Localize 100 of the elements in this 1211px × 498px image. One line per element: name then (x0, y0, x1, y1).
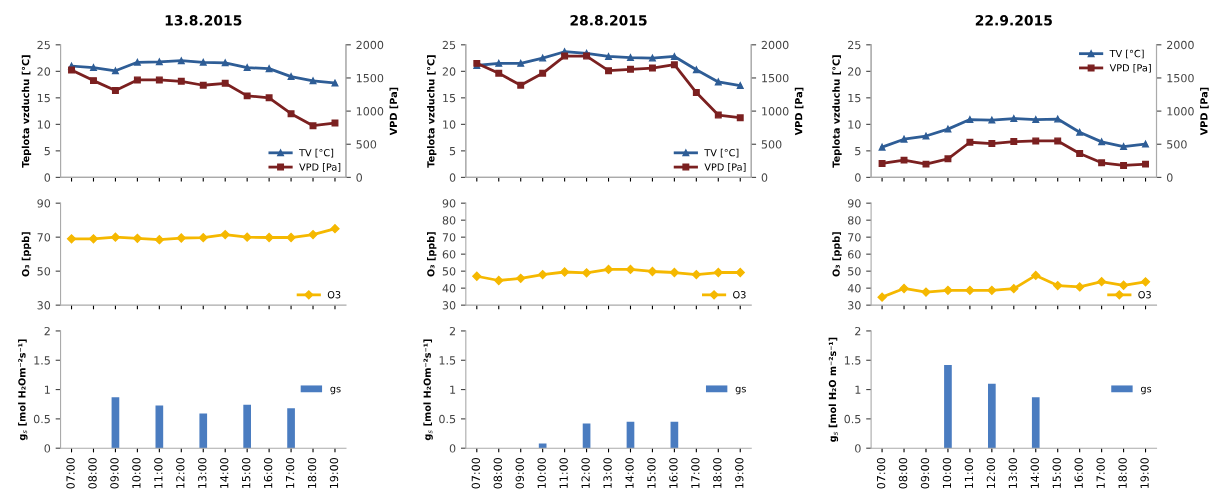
legend-label: VPD [Pa] (1109, 63, 1151, 73)
y-tick-label: 5 (44, 146, 50, 156)
x-tick-label: 19:00 (1140, 457, 1149, 489)
y-axis-title: O₃ [ppb] (427, 232, 437, 277)
y-tick-label: 20 (37, 67, 51, 76)
y-tick-label: 10 (37, 120, 51, 129)
y2-tick-label: 1500 (356, 73, 384, 83)
x-tick-label: 08:00 (898, 457, 908, 489)
x-tick-label: 16:00 (669, 457, 678, 489)
x-tick-label: 15:00 (1052, 457, 1061, 489)
y2-tick-label: 500 (356, 140, 377, 149)
y-tick-label: 15 (848, 93, 861, 103)
x-tick-label: 09:00 (920, 457, 930, 489)
y-tick-label: 20 (442, 67, 456, 76)
y2-tick-label: 0 (356, 173, 363, 182)
y-axis-title: O₃ [ppb] (832, 232, 842, 277)
y-tick-label: 0 (449, 173, 456, 182)
legend-label: TV [°C] (704, 148, 739, 158)
y-axis-title: O₃ [ppb] (21, 232, 32, 277)
y-tick-label: 60 (848, 250, 861, 259)
x-tick-label: 18:00 (713, 457, 722, 489)
x-tick-label: 14:00 (220, 457, 229, 489)
y2-tick-label: 500 (1167, 140, 1187, 149)
y2-tick-label: 1000 (1167, 107, 1194, 116)
x-tick-label: 11:00 (559, 457, 568, 489)
legend-label: TV [°C] (1109, 49, 1144, 59)
x-tick-label: 07:00 (471, 457, 481, 489)
chart-title: 13.8.2015 (165, 15, 242, 26)
y-tick-label: 1 (855, 385, 861, 394)
y2-tick-label: 1500 (762, 73, 789, 83)
chart-title: 28.8.2015 (570, 15, 647, 26)
y-tick-label: 20 (848, 67, 861, 76)
y-axis-title: Teplota vzduchu [°C] (427, 55, 437, 168)
y-tick-label: 0.5 (439, 414, 456, 424)
y-tick-label: 0.5 (33, 414, 50, 424)
y-tick-label: 30 (848, 301, 861, 310)
y-tick-label: 0 (855, 444, 861, 453)
chart-title: 22.9.2015 (975, 15, 1052, 26)
legend-label: TV [°C] (299, 148, 334, 158)
x-tick-label: 13:00 (198, 457, 207, 489)
legend-label: VPD [Pa] (704, 163, 746, 172)
y-tick-label: 60 (442, 250, 456, 259)
y-tick-label: 25 (848, 40, 861, 50)
y-tick-label: 70 (848, 233, 861, 242)
legend-label: VPD [Pa] (299, 163, 341, 172)
y-tick-label: 1.5 (844, 356, 861, 365)
x-tick-label: 07:00 (66, 457, 75, 489)
y-tick-label: 15 (443, 93, 456, 103)
y-tick-label: 1 (450, 385, 456, 394)
x-tick-label: 12:00 (986, 457, 996, 489)
legend-label: gs (330, 386, 341, 395)
x-tick-label: 15:00 (241, 457, 251, 489)
y-tick-label: 2 (449, 326, 455, 336)
y2-tick-label: 1500 (1167, 73, 1194, 83)
x-tick-label: 12:00 (581, 457, 590, 489)
x-tick-label: 18:00 (1118, 457, 1127, 489)
y-axis-title: Teplota vzduchu [°C] (832, 55, 842, 168)
y-tick-label: 0 (44, 444, 51, 453)
y-tick-label: 5 (449, 146, 456, 156)
y-axis-title: g$_{s}$ [mol H₂Om⁻²s⁻¹] (18, 339, 28, 441)
y-tick-label: 80 (442, 216, 456, 225)
y-tick-label: 80 (847, 216, 861, 225)
y-tick-label: 1.5 (34, 356, 50, 365)
x-tick-label: 10:00 (942, 457, 952, 489)
y-axis-title: Teplota vzduchu [°C] (21, 55, 32, 168)
y-tick-label: 0 (449, 444, 456, 453)
y-tick-label: 50 (848, 267, 861, 276)
legend-label: gs (1140, 386, 1152, 395)
y2-tick-label: 2000 (761, 40, 789, 50)
x-tick-label: 16:00 (263, 457, 273, 489)
y-tick-label: 25 (442, 40, 456, 50)
x-tick-label: 11:00 (964, 457, 974, 489)
x-tick-label: 18:00 (307, 457, 317, 489)
x-tick-label: 17:00 (285, 457, 295, 489)
y-tick-label: 2 (44, 326, 50, 336)
y-tick-label: 70 (442, 233, 456, 242)
x-tick-label: 10:00 (132, 457, 141, 489)
y-tick-label: 10 (443, 120, 456, 129)
y-tick-label: 70 (37, 233, 51, 242)
x-tick-label: 17:00 (691, 457, 700, 489)
y-tick-label: 50 (442, 267, 456, 276)
y-tick-label: 1 (44, 385, 50, 394)
x-tick-label: 10:00 (537, 457, 546, 489)
legend-label: O3 (1138, 291, 1151, 299)
x-tick-label: 17:00 (1096, 457, 1105, 489)
x-tick-label: 19:00 (329, 457, 339, 489)
y-tick-label: 1.5 (439, 356, 456, 365)
legend-label: O3 (327, 291, 341, 299)
y-tick-label: 10 (848, 120, 861, 129)
y2-tick-label: 500 (761, 140, 782, 149)
x-tick-label: 08:00 (493, 457, 502, 489)
y-tick-label: 90 (847, 199, 861, 208)
y-tick-label: 25 (37, 40, 50, 50)
y-axis-title: g$_{s}$ [mol H₂Om⁻²s⁻¹] (423, 339, 433, 441)
x-tick-label: 07:00 (876, 457, 886, 489)
x-tick-label: 09:00 (515, 457, 524, 489)
y-tick-label: 0.5 (844, 414, 861, 424)
y2-tick-label: 2000 (356, 40, 384, 50)
x-tick-label: 13:00 (603, 457, 612, 489)
x-tick-label: 11:00 (154, 457, 163, 489)
